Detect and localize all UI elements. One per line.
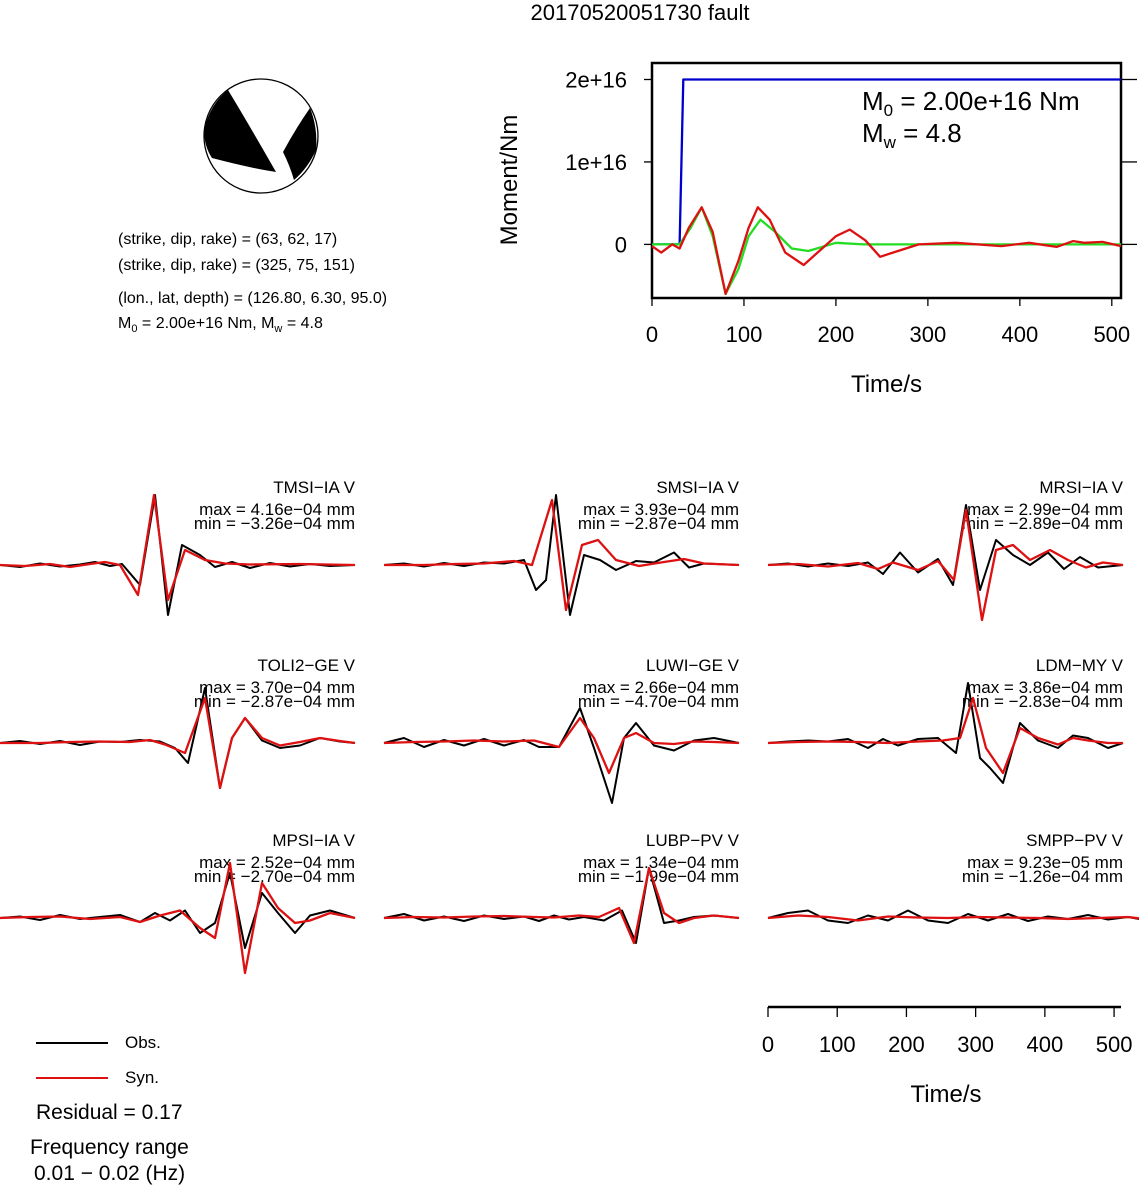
station-min-amplitude: min = −2.87e−04 mm: [578, 514, 739, 533]
waveform-x-tick-label: 0: [762, 1032, 774, 1057]
station-min-amplitude: min = −1.99e−04 mm: [578, 867, 739, 886]
moment-y-tick-label: 0: [615, 232, 627, 257]
station-name: LUWI−GE V: [646, 656, 740, 675]
synthetic-waveform: [383, 716, 740, 775]
station-name: SMPP−PV V: [1026, 831, 1124, 850]
station-name: TOLI2−GE V: [258, 656, 356, 675]
moment-annotation-m0-sub: 0: [884, 101, 893, 120]
station-max-amplitude: max = 4.16e−04 mm: [199, 500, 355, 519]
station-max-amplitude: max = 3.93e−04 mm: [583, 500, 739, 519]
station-name: MPSI−IA V: [272, 831, 355, 850]
observed-waveform: [767, 504, 1124, 591]
moment-y-axis-label: Moment/Nm: [496, 115, 523, 246]
station-name: LUBP−PV V: [646, 831, 740, 850]
m0-subscript: 0: [131, 323, 138, 336]
station-min-amplitude: min = −4.70e−04 mm: [578, 692, 739, 711]
waveform-x-tick-label: 300: [957, 1032, 994, 1057]
legend-obs-label: Obs.: [125, 1033, 161, 1052]
moment-x-tick-label: 0: [646, 322, 658, 347]
mw-value: = 4.8: [282, 315, 323, 332]
waveform-time-axis: 0 100 200 300 400 500 Time/s: [762, 1005, 1133, 1108]
station-min-amplitude: min = −2.83e−04 mm: [962, 692, 1123, 711]
moment-annotation-mw-val: = 4.8: [896, 118, 962, 148]
beachball-compressional-quadrant-1: [204, 90, 276, 172]
station-min-amplitude: min = −2.70e−04 mm: [194, 867, 355, 886]
moment-x-axis-label: Time/s: [851, 371, 922, 398]
moment-series-syn: [651, 206, 1122, 296]
m0-value: = 2.00e+16 Nm, M: [137, 315, 275, 332]
moment-rate-chart: 0 100 200 300 400 500 0 1e+16 2e+16 Time/s Moment/…: [496, 61, 1137, 398]
nodal-plane-2: (strike, dip, rake) = (325, 75, 151): [118, 257, 355, 274]
moment-chart-frame: [650, 61, 1123, 300]
station-max-amplitude: max = 2.52e−04 mm: [199, 853, 355, 872]
station-max-amplitude: max = 1.34e−04 mm: [583, 853, 739, 872]
station-max-amplitude: max = 2.99e−04 mm: [967, 500, 1123, 519]
station-name: SMSI−IA V: [656, 478, 739, 497]
mw-subscript: w: [274, 323, 283, 336]
moment-annotation-m0-val: = 2.00e+16 Nm: [893, 86, 1079, 116]
synthetic-waveform: [384, 498, 740, 612]
moment-y-tick-label: 1e+16: [565, 150, 627, 175]
moment-annotation-mw-sub: w: [883, 133, 897, 152]
frequency-range-title: Frequency range: [30, 1136, 189, 1159]
moment-annotation-mw-text: M: [862, 118, 884, 148]
moment-annotation-mw: Mw = 4.8: [862, 118, 962, 152]
moment-annotation-m0: M0 = 2.00e+16 Nm: [862, 86, 1080, 120]
station-name: LDM−MY V: [1036, 656, 1124, 675]
residual-value: Residual = 0.17: [36, 1101, 183, 1124]
beachball-compressional-quadrant-2: [283, 108, 317, 180]
waveform-x-axis-label: Time/s: [910, 1081, 981, 1108]
observed-waveform: [767, 909, 1139, 924]
station-name: TMSI−IA V: [273, 478, 355, 497]
page-title: 20170520051730 fault: [530, 0, 750, 25]
station-max-amplitude: max = 9.23e−05 mm: [967, 853, 1123, 872]
nodal-plane-1: (strike, dip, rake) = (63, 62, 17): [118, 231, 338, 248]
station-max-amplitude: max = 3.70e−04 mm: [199, 678, 355, 697]
focal-mechanism-beachball: [203, 78, 319, 194]
waveform-x-tick-label: 400: [1027, 1032, 1064, 1057]
moment-x-tick-label: 400: [1001, 322, 1038, 347]
synthetic-waveform: [767, 914, 1139, 922]
synthetic-waveform: [383, 866, 740, 945]
moment-x-tick-label: 300: [910, 322, 947, 347]
waveform-x-tick-label: 500: [1096, 1032, 1133, 1057]
station-min-amplitude: min = −2.87e−04 mm: [194, 692, 355, 711]
moment-x-tick-label: 100: [726, 322, 763, 347]
moment-x-tick-label: 500: [1093, 322, 1130, 347]
moment-y-tick-label: 2e+16: [565, 67, 627, 92]
station-name: MRSI−IA V: [1039, 478, 1123, 497]
waveform-x-tick-label: 200: [888, 1032, 925, 1057]
synthetic-waveform: [0, 493, 356, 602]
moment-magnitude-line: M0 = 2.00e+16 Nm, Mw = 4.8: [118, 314, 323, 339]
station-max-amplitude: max = 2.66e−04 mm: [583, 678, 739, 697]
synthetic-waveform: [767, 508, 1124, 622]
station-min-amplitude: min = −2.89e−04 mm: [962, 514, 1123, 533]
station-max-amplitude: max = 3.86e−04 mm: [967, 678, 1123, 697]
station-min-amplitude: min = −3.26e−04 mm: [194, 514, 355, 533]
m0-label: M: [118, 315, 132, 332]
legend-syn-label: Syn.: [125, 1068, 160, 1087]
observed-waveform: [383, 707, 740, 804]
synthetic-waveform: [767, 696, 1123, 775]
synthetic-waveform: [0, 696, 356, 790]
moment-annotation-m0-text: M: [862, 86, 884, 116]
station-min-amplitude: min = −1.26e−04 mm: [962, 867, 1123, 886]
frequency-range-value: 0.01 − 0.02 (Hz): [34, 1162, 186, 1185]
waveform-x-tick-label: 100: [819, 1032, 856, 1057]
event-location: (lon., lat, depth) = (126.80, 6.30, 95.0…: [118, 290, 388, 307]
synthetic-waveform: [0, 861, 356, 975]
moment-x-tick-label: 200: [818, 322, 855, 347]
